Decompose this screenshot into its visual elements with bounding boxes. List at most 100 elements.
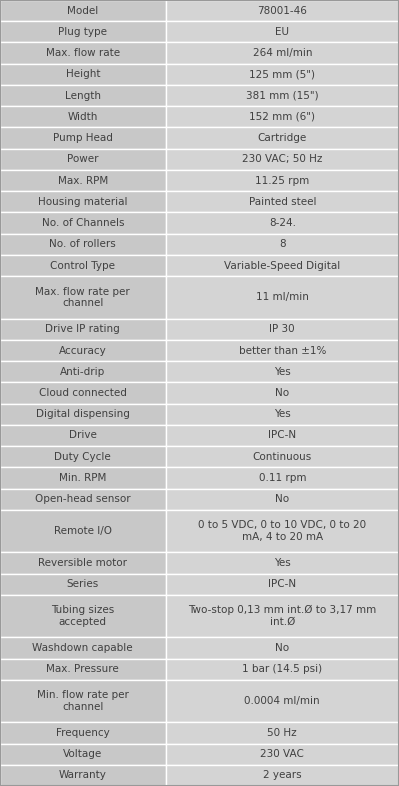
Bar bbox=[0, 637, 166, 659]
Bar bbox=[0, 468, 166, 489]
Text: Width: Width bbox=[67, 112, 98, 122]
Bar bbox=[166, 468, 399, 489]
Bar bbox=[166, 744, 399, 765]
Bar bbox=[166, 680, 399, 722]
Text: 230 VAC: 230 VAC bbox=[261, 749, 304, 759]
Text: 50 Hz: 50 Hz bbox=[267, 728, 297, 738]
Text: 2 years: 2 years bbox=[263, 770, 302, 780]
Text: Voltage: Voltage bbox=[63, 749, 103, 759]
Text: 0 to 5 VDC, 0 to 10 VDC, 0 to 20
mA, 4 to 20 mA: 0 to 5 VDC, 0 to 10 VDC, 0 to 20 mA, 4 t… bbox=[198, 520, 366, 542]
Text: 152 mm (6"): 152 mm (6") bbox=[249, 112, 315, 122]
Bar bbox=[0, 85, 166, 106]
Bar bbox=[166, 212, 399, 233]
Text: 230 VAC; 50 Hz: 230 VAC; 50 Hz bbox=[242, 154, 322, 164]
Bar bbox=[166, 637, 399, 659]
Text: Reversible motor: Reversible motor bbox=[38, 558, 127, 568]
Text: Drive IP rating: Drive IP rating bbox=[45, 325, 120, 334]
Bar bbox=[166, 233, 399, 255]
Text: Series: Series bbox=[67, 579, 99, 590]
Bar bbox=[0, 21, 166, 42]
Text: Height: Height bbox=[65, 69, 100, 79]
Text: Frequency: Frequency bbox=[56, 728, 110, 738]
Bar bbox=[0, 404, 166, 425]
Bar bbox=[0, 42, 166, 64]
Text: Min. flow rate per
channel: Min. flow rate per channel bbox=[37, 690, 129, 712]
Text: Model: Model bbox=[67, 6, 99, 16]
Bar bbox=[0, 340, 166, 361]
Text: No: No bbox=[275, 388, 289, 398]
Text: 264 ml/min: 264 ml/min bbox=[253, 48, 312, 58]
Bar bbox=[166, 85, 399, 106]
Text: Continuous: Continuous bbox=[253, 452, 312, 461]
Text: Open-head sensor: Open-head sensor bbox=[35, 494, 130, 504]
Text: Cartridge: Cartridge bbox=[258, 133, 307, 143]
Text: No: No bbox=[275, 494, 289, 504]
Text: Yes: Yes bbox=[274, 558, 290, 568]
Bar bbox=[166, 361, 399, 382]
Text: Accuracy: Accuracy bbox=[59, 346, 107, 355]
Bar bbox=[0, 553, 166, 574]
Text: No. of Channels: No. of Channels bbox=[41, 218, 124, 228]
Bar bbox=[166, 404, 399, 425]
Text: 125 mm (5"): 125 mm (5") bbox=[249, 69, 315, 79]
Text: Tubing sizes
accepted: Tubing sizes accepted bbox=[51, 605, 115, 627]
Bar bbox=[166, 276, 399, 318]
Bar bbox=[166, 255, 399, 276]
Bar bbox=[0, 489, 166, 510]
Bar bbox=[166, 553, 399, 574]
Bar bbox=[166, 489, 399, 510]
Bar bbox=[166, 106, 399, 127]
Text: 0.0004 ml/min: 0.0004 ml/min bbox=[245, 696, 320, 706]
Text: Pump Head: Pump Head bbox=[53, 133, 113, 143]
Text: Max. flow rate per
channel: Max. flow rate per channel bbox=[36, 287, 130, 308]
Text: Two-stop 0,13 mm int.Ø to 3,17 mm
int.Ø: Two-stop 0,13 mm int.Ø to 3,17 mm int.Ø bbox=[188, 605, 376, 627]
Text: Yes: Yes bbox=[274, 367, 290, 376]
Bar bbox=[166, 425, 399, 446]
Bar bbox=[166, 722, 399, 744]
Bar bbox=[0, 680, 166, 722]
Text: 8: 8 bbox=[279, 239, 286, 249]
Bar bbox=[0, 127, 166, 149]
Text: Painted steel: Painted steel bbox=[249, 196, 316, 207]
Bar bbox=[166, 318, 399, 340]
Bar bbox=[0, 744, 166, 765]
Bar bbox=[0, 170, 166, 191]
Bar bbox=[0, 722, 166, 744]
Text: Duty Cycle: Duty Cycle bbox=[54, 452, 111, 461]
Text: Washdown capable: Washdown capable bbox=[32, 643, 133, 653]
Text: 78001-46: 78001-46 bbox=[257, 6, 307, 16]
Text: better than ±1%: better than ±1% bbox=[239, 346, 326, 355]
Bar bbox=[0, 0, 166, 21]
Text: IPC-N: IPC-N bbox=[268, 431, 296, 440]
Text: Max. RPM: Max. RPM bbox=[58, 175, 108, 185]
Text: Digital dispensing: Digital dispensing bbox=[36, 410, 130, 419]
Bar bbox=[0, 106, 166, 127]
Bar bbox=[0, 212, 166, 233]
Bar bbox=[0, 318, 166, 340]
Text: Variable-Speed Digital: Variable-Speed Digital bbox=[224, 260, 340, 270]
Text: 11 ml/min: 11 ml/min bbox=[256, 292, 309, 303]
Text: Min. RPM: Min. RPM bbox=[59, 473, 107, 483]
Bar bbox=[0, 361, 166, 382]
Bar bbox=[0, 255, 166, 276]
Text: No: No bbox=[275, 643, 289, 653]
Bar bbox=[0, 765, 166, 786]
Bar bbox=[166, 64, 399, 85]
Bar bbox=[166, 42, 399, 64]
Text: Warranty: Warranty bbox=[59, 770, 107, 780]
Bar bbox=[0, 382, 166, 404]
Text: Max. Pressure: Max. Pressure bbox=[46, 664, 119, 674]
Bar bbox=[166, 191, 399, 212]
Text: 381 mm (15"): 381 mm (15") bbox=[246, 90, 319, 101]
Text: Cloud connected: Cloud connected bbox=[39, 388, 127, 398]
Bar bbox=[166, 574, 399, 595]
Bar bbox=[166, 446, 399, 468]
Bar bbox=[166, 0, 399, 21]
Bar bbox=[166, 382, 399, 404]
Bar bbox=[0, 233, 166, 255]
Text: 8-24.: 8-24. bbox=[269, 218, 296, 228]
Text: Plug type: Plug type bbox=[58, 27, 107, 37]
Text: IPC-N: IPC-N bbox=[268, 579, 296, 590]
Text: Remote I/O: Remote I/O bbox=[54, 526, 112, 536]
Bar bbox=[166, 170, 399, 191]
